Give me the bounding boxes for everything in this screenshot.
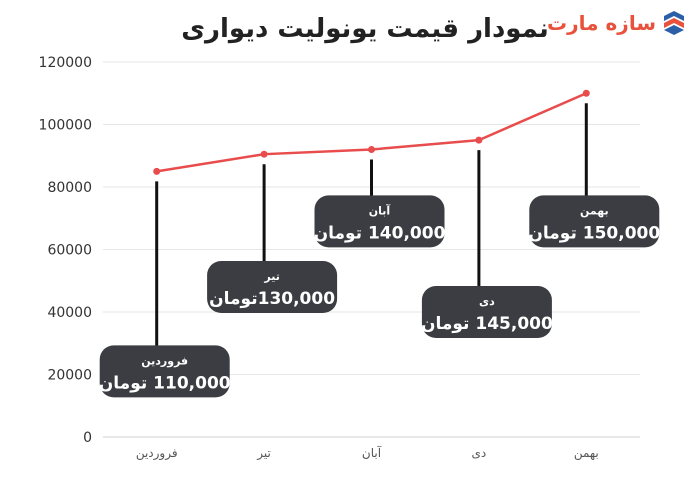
annotation-price: 110,000 تومان — [99, 373, 231, 393]
x-axis-categories: فروردین تیر آبان دی بهمن — [136, 445, 599, 461]
annotation-box — [314, 195, 445, 248]
y-tick-label: 0 — [83, 430, 92, 446]
annotation-month: دی — [479, 295, 495, 308]
annotation-callouts: فروردین 110,000 تومان تیر 130,000تومان آبان 1… — [99, 195, 660, 398]
annotation-callout: بهمن 150,000 تومان — [528, 195, 660, 248]
brand-logo: سازه مارت — [547, 10, 686, 36]
y-tick-label: 60000 — [47, 243, 92, 259]
x-category-label: دی — [472, 446, 487, 460]
annotation-callout: دی 145,000 تومان — [421, 286, 553, 338]
y-axis-ticks: 0 20000 40000 60000 80000 100000 120000 — [39, 55, 92, 446]
logo-text: سازه مارت — [547, 11, 656, 35]
logo-mark-icon — [664, 11, 684, 35]
x-category-label: بهمن — [574, 446, 599, 461]
data-point — [582, 89, 590, 97]
annotation-month: آبان — [369, 203, 391, 217]
annotation-box — [207, 261, 338, 313]
data-point — [153, 167, 161, 175]
annotation-month: تیر — [263, 270, 279, 283]
annotation-month: بهمن — [580, 204, 609, 217]
chart-title: نمودار قیمت یونولیت دیواری — [181, 14, 549, 44]
x-category-label: فروردین — [136, 446, 178, 461]
y-tick-label: 120000 — [39, 55, 92, 71]
annotation-callout: تیر 130,000تومان — [207, 261, 338, 313]
annotation-box — [421, 286, 552, 338]
annotation-box — [529, 195, 660, 248]
data-point — [475, 136, 483, 144]
annotation-price: 130,000تومان — [209, 289, 335, 309]
x-category-label: آبان — [362, 445, 382, 460]
annotation-price: 145,000 تومان — [421, 314, 553, 334]
annotation-callout: آبان 140,000 تومان — [314, 195, 446, 248]
annotation-month: فروردین — [141, 354, 188, 367]
y-tick-label: 20000 — [47, 368, 92, 384]
data-point — [368, 146, 375, 153]
x-category-label: تیر — [256, 446, 271, 461]
y-tick-label: 40000 — [47, 305, 92, 321]
annotation-price: 140,000 تومان — [314, 223, 446, 243]
annotation-callout: فروردین 110,000 تومان — [99, 345, 231, 398]
annotation-price: 150,000 تومان — [528, 223, 660, 243]
y-tick-label: 80000 — [47, 180, 92, 196]
annotation-box — [99, 345, 230, 398]
y-tick-label: 100000 — [39, 118, 92, 134]
series-line — [153, 89, 590, 175]
data-point — [260, 150, 268, 158]
